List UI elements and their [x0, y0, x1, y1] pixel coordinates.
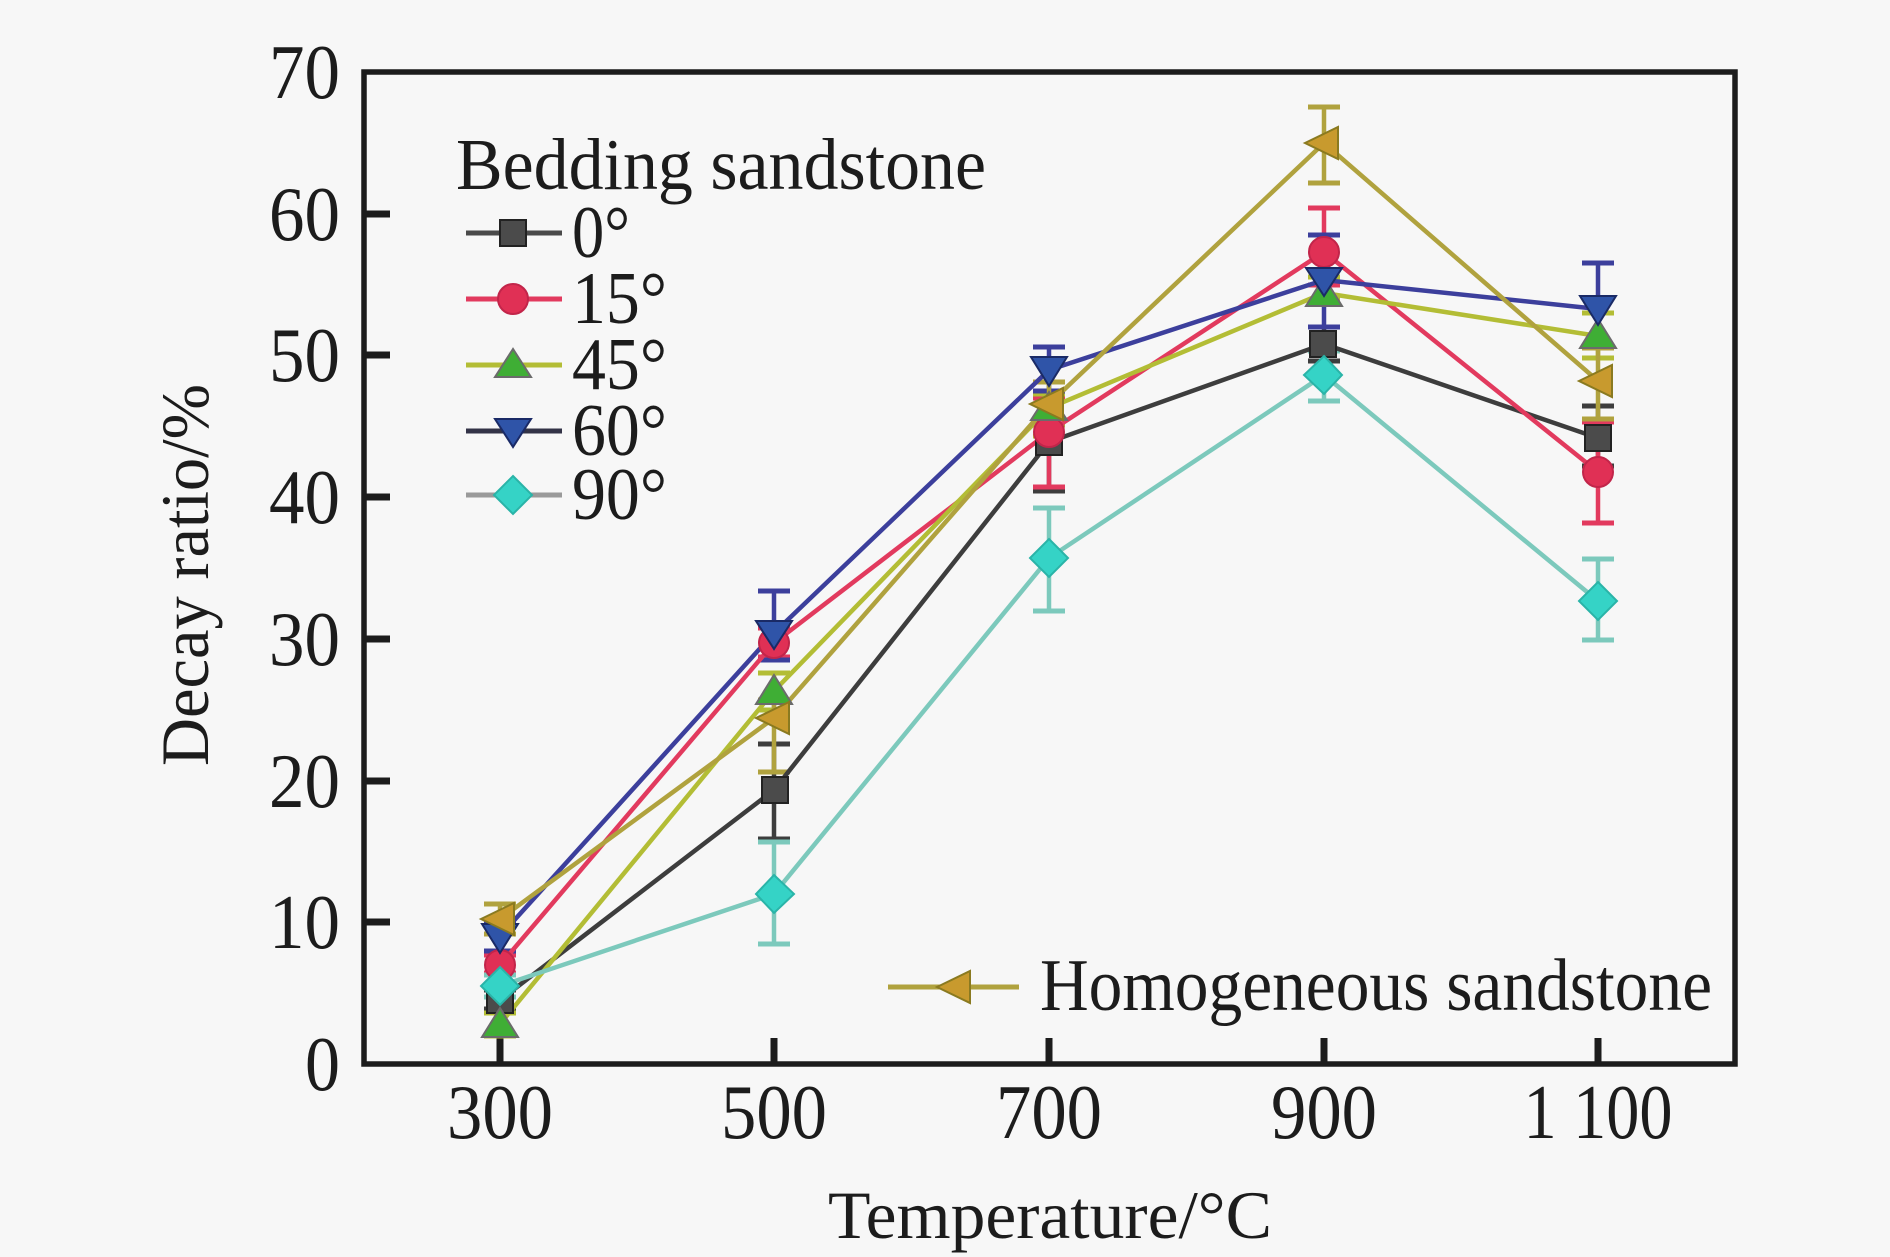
svg-text:500: 500	[721, 1069, 827, 1155]
svg-text:900: 900	[1271, 1069, 1377, 1155]
svg-text:Temperature/°C: Temperature/°C	[828, 1177, 1272, 1253]
svg-text:30: 30	[269, 596, 340, 682]
svg-text:300: 300	[447, 1069, 553, 1155]
svg-text:1 100: 1 100	[1524, 1069, 1673, 1155]
svg-text:0: 0	[305, 1021, 340, 1107]
svg-text:Decay ratio/%: Decay ratio/%	[147, 384, 223, 766]
svg-text:10: 10	[269, 879, 340, 965]
svg-text:70: 70	[269, 29, 340, 115]
svg-text:Homogeneous sandstone: Homogeneous sandstone	[1040, 945, 1712, 1027]
svg-text:15°: 15°	[572, 258, 667, 340]
svg-text:90°: 90°	[572, 454, 667, 536]
svg-text:20: 20	[269, 738, 340, 824]
svg-text:0°: 0°	[572, 192, 630, 274]
svg-text:40: 40	[269, 454, 340, 540]
svg-text:50: 50	[269, 312, 340, 398]
svg-text:45°: 45°	[572, 324, 667, 406]
svg-text:Bedding sandstone: Bedding sandstone	[456, 124, 986, 205]
svg-text:60: 60	[269, 171, 340, 257]
svg-text:700: 700	[996, 1069, 1102, 1155]
svg-text:60°: 60°	[572, 390, 667, 472]
